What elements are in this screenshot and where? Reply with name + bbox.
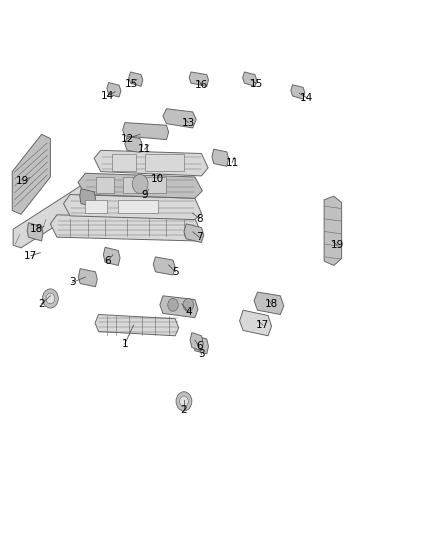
- Text: 18: 18: [30, 224, 43, 234]
- Text: 18: 18: [265, 299, 278, 309]
- Polygon shape: [212, 149, 229, 166]
- Polygon shape: [13, 179, 101, 248]
- Text: 14: 14: [300, 93, 313, 102]
- Circle shape: [132, 174, 148, 193]
- Text: 7: 7: [196, 232, 203, 242]
- Polygon shape: [125, 136, 142, 152]
- Text: 15: 15: [250, 79, 263, 88]
- Polygon shape: [145, 154, 184, 171]
- Text: 16: 16: [195, 80, 208, 90]
- Polygon shape: [189, 72, 208, 86]
- Polygon shape: [123, 123, 169, 140]
- Text: 4: 4: [185, 307, 192, 317]
- Polygon shape: [85, 200, 107, 213]
- Text: 2: 2: [38, 299, 45, 309]
- Text: 13: 13: [182, 118, 195, 127]
- Circle shape: [42, 289, 58, 308]
- Text: 17: 17: [24, 251, 37, 261]
- Polygon shape: [254, 292, 284, 314]
- Polygon shape: [27, 223, 43, 241]
- Text: 10: 10: [151, 174, 164, 183]
- Polygon shape: [95, 314, 179, 336]
- Polygon shape: [103, 247, 120, 265]
- Polygon shape: [160, 296, 198, 318]
- Text: 15: 15: [125, 79, 138, 88]
- Polygon shape: [190, 333, 203, 351]
- Polygon shape: [12, 134, 50, 214]
- Polygon shape: [96, 177, 114, 193]
- Circle shape: [180, 396, 188, 407]
- Polygon shape: [78, 269, 97, 287]
- Circle shape: [176, 392, 192, 411]
- Polygon shape: [243, 72, 257, 86]
- Polygon shape: [184, 224, 204, 243]
- Text: 19: 19: [331, 240, 344, 250]
- Text: 6: 6: [196, 342, 203, 351]
- Polygon shape: [291, 85, 305, 99]
- Polygon shape: [240, 310, 272, 336]
- Polygon shape: [80, 189, 95, 207]
- Text: 19: 19: [16, 176, 29, 186]
- Polygon shape: [163, 109, 196, 128]
- Text: 11: 11: [226, 158, 239, 167]
- Circle shape: [183, 298, 194, 311]
- Polygon shape: [107, 83, 121, 97]
- Polygon shape: [118, 200, 158, 213]
- Text: 5: 5: [172, 267, 179, 277]
- Text: 1: 1: [121, 339, 128, 349]
- Text: 12: 12: [120, 134, 134, 143]
- Text: 9: 9: [141, 190, 148, 199]
- Polygon shape: [64, 195, 201, 220]
- Polygon shape: [112, 154, 136, 171]
- Polygon shape: [78, 173, 202, 198]
- Text: 3: 3: [69, 278, 76, 287]
- Text: 6: 6: [104, 256, 111, 266]
- Circle shape: [168, 298, 178, 311]
- Polygon shape: [193, 336, 208, 354]
- Text: 11: 11: [138, 144, 151, 154]
- Polygon shape: [129, 72, 143, 86]
- Polygon shape: [324, 196, 342, 265]
- Polygon shape: [94, 150, 208, 176]
- Polygon shape: [123, 177, 166, 193]
- Text: 14: 14: [101, 91, 114, 101]
- Circle shape: [46, 293, 55, 304]
- Text: 17: 17: [256, 320, 269, 330]
- Text: 8: 8: [196, 214, 203, 223]
- Polygon shape: [50, 215, 201, 241]
- Polygon shape: [153, 257, 175, 275]
- Text: 2: 2: [180, 406, 187, 415]
- Text: 3: 3: [198, 350, 205, 359]
